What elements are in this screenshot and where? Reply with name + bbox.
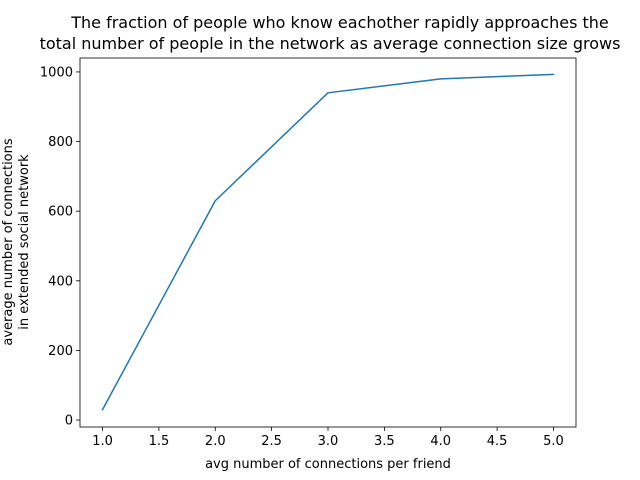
x-tick-label: 1.0 — [92, 434, 113, 449]
y-axis-label-line-2: in extended social network — [17, 154, 32, 330]
y-tick-label: 1000 — [40, 65, 73, 80]
series-line — [101, 73, 555, 411]
x-tick-label: 4.0 — [430, 434, 451, 449]
x-tick-label: 1.5 — [149, 434, 170, 449]
chart-title-line-2: total number of people in the network as… — [40, 34, 621, 53]
y-axis-label: average number of connections in extende… — [1, 138, 32, 346]
x-tick-label: 3.5 — [374, 434, 395, 449]
x-axis-label: avg number of connections per friend — [205, 457, 451, 472]
y-tick-label: 800 — [48, 135, 73, 150]
y-tick-label: 600 — [48, 205, 73, 220]
x-tick-label: 2.0 — [205, 434, 226, 449]
y-axis-label-line-1: average number of connections — [1, 138, 16, 346]
y-tick-label: 400 — [48, 274, 73, 289]
plot-area: 1.0 1.5 2.0 2.5 3.0 3.5 4.0 4.5 5.0 0 200 400 600 800… — [40, 57, 577, 449]
x-tick-label: 5.0 — [543, 434, 564, 449]
x-tick-label: 4.5 — [487, 434, 508, 449]
y-tick-label: 200 — [48, 344, 73, 359]
chart-title-line-1: The fraction of people who know eachothe… — [70, 13, 609, 32]
x-tick-label: 3.0 — [318, 434, 339, 449]
y-tick-label: 0 — [65, 414, 73, 429]
x-tick-label: 2.5 — [261, 434, 282, 449]
axes-frame — [79, 57, 577, 428]
